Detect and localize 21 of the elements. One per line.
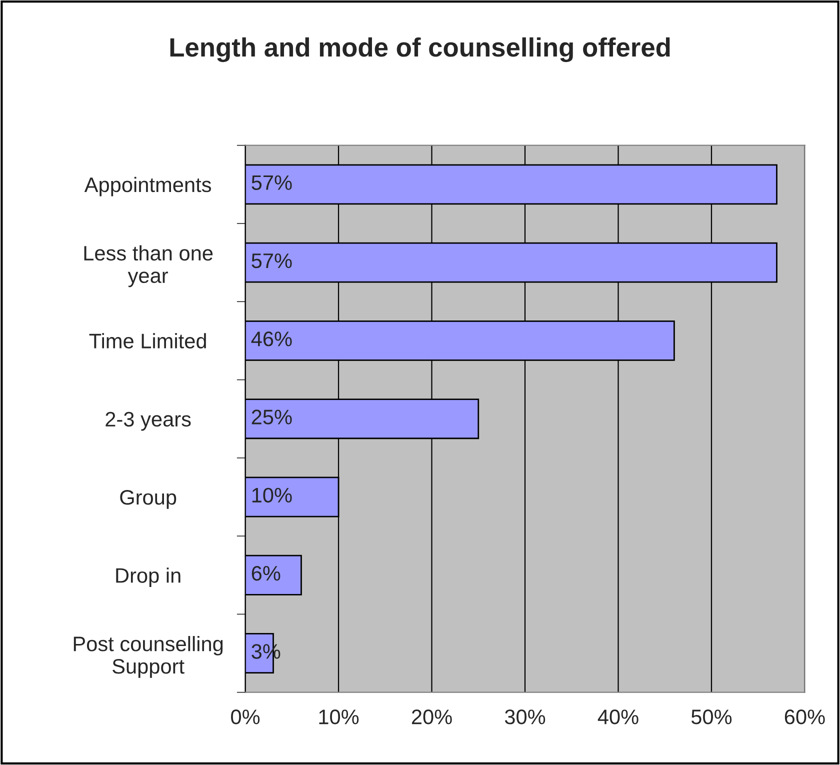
data-label: 10% bbox=[252, 488, 292, 503]
chart-title: Length and mode of counselling offered bbox=[170, 37, 670, 62]
y-tick-label: Post counselling Support bbox=[74, 636, 223, 678]
y-tick-label: Less than one year bbox=[84, 245, 213, 288]
x-tick-label: 10% bbox=[319, 710, 359, 724]
data-label: 6% bbox=[252, 566, 280, 581]
y-tick-label: Time Limited bbox=[89, 333, 206, 348]
y-tick-label: Group bbox=[120, 490, 176, 509]
y-tick-label: 2-3 years bbox=[106, 412, 191, 431]
x-tick-label: 60% bbox=[784, 710, 825, 724]
y-tick-label: Drop in bbox=[116, 568, 180, 587]
x-tick-label: 50% bbox=[691, 710, 732, 724]
data-label: 46% bbox=[251, 332, 292, 346]
data-label: 57% bbox=[252, 175, 292, 190]
data-label: 25% bbox=[252, 410, 292, 424]
x-tick-label: 30% bbox=[504, 710, 546, 724]
data-label: 57% bbox=[252, 253, 292, 268]
x-tick-label: 40% bbox=[598, 710, 638, 724]
x-tick-label: 20% bbox=[412, 710, 452, 724]
x-tick-label: 0% bbox=[231, 710, 260, 724]
y-tick-label: Appointments bbox=[84, 176, 212, 196]
